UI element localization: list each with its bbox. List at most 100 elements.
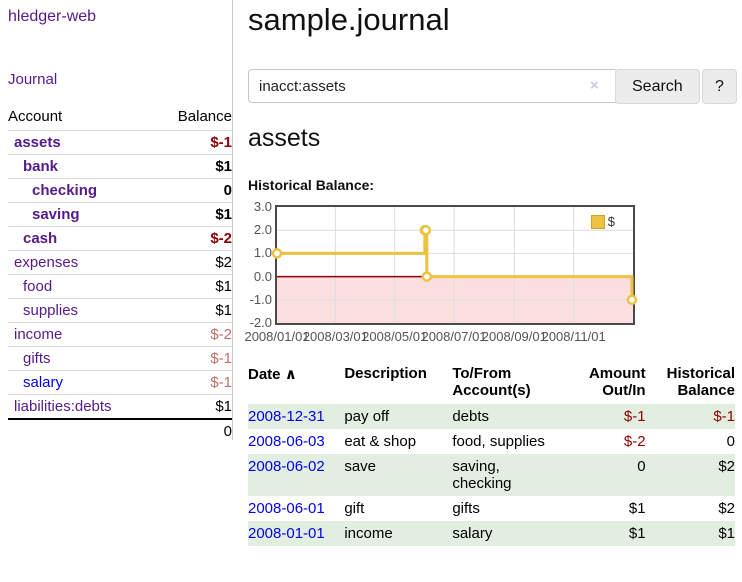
register-amount: $-1 <box>565 404 646 429</box>
x-axis-tick-label: 2008/03/01 <box>302 329 368 344</box>
account-balance: $-1 <box>155 130 232 155</box>
register-description: gift <box>344 500 365 517</box>
transaction-date-link[interactable]: 2008-01-01 <box>248 525 325 542</box>
account-row: gifts $-1 <box>8 346 232 371</box>
register-row: 2008-12-31 pay off debts $-1 $-1 <box>248 404 735 429</box>
register-balance: $2 <box>718 500 735 517</box>
account-page-title: assets <box>248 124 321 152</box>
account-link-assets[interactable]: assets <box>14 134 61 151</box>
account-link-income[interactable]: income <box>14 326 63 343</box>
account-balance: $1 <box>155 154 232 179</box>
x-axis-tick-label: 2008/11/01 <box>541 329 606 344</box>
account-name-cell: bank <box>8 154 156 179</box>
register-date-cell: 2008-06-02 <box>248 454 345 496</box>
accounts-total-value: 0 <box>155 418 232 443</box>
account-row: bank $1 <box>8 154 232 179</box>
account-name-cell: assets <box>8 130 156 155</box>
register-amount: $1 <box>565 521 646 546</box>
account-row: food $1 <box>8 274 232 299</box>
x-axis-tick-label: 2008/07/01 <box>421 329 487 344</box>
accounts-total-row: 0 <box>8 418 232 443</box>
register-balance: $-1 <box>645 404 735 429</box>
account-row: expenses $2 <box>8 250 232 275</box>
register-row: 2008-01-01 income salary $1 $1 <box>248 521 735 546</box>
account-name-cell: liabilities:debts <box>8 394 156 419</box>
register-description: eat & shop <box>344 433 417 450</box>
account-balance: $1 <box>155 298 232 323</box>
account-row: salary $-1 <box>8 370 232 395</box>
account-balance: $1 <box>155 394 232 419</box>
clear-search-icon[interactable]: × <box>590 77 599 94</box>
account-row: liabilities:debts $1 <box>8 394 232 419</box>
page-title: sample.journal <box>248 2 450 37</box>
account-link-cash[interactable]: cash <box>23 230 58 247</box>
transaction-date-link[interactable]: 2008-12-31 <box>248 408 325 425</box>
register-amount: $1 <box>628 500 646 517</box>
register-accounts: saving, checking <box>452 454 566 496</box>
register-balance: $1 <box>645 521 735 546</box>
register-description: pay off <box>344 404 453 429</box>
transaction-date-link[interactable]: 2008-06-03 <box>248 433 325 450</box>
account-link-salary[interactable]: salary <box>23 374 64 391</box>
account-link-expenses[interactable]: expenses <box>14 254 79 271</box>
account-balance: $-1 <box>155 346 232 371</box>
account-link-checking[interactable]: checking <box>32 182 98 199</box>
brand-link[interactable]: hledger-web <box>8 8 97 25</box>
y-axis-tick-label: 2.0 <box>253 222 272 238</box>
register-header-row: Date ∧ Description To/From Account(s) Am… <box>248 360 735 404</box>
y-axis-tick-label: 1.0 <box>253 245 272 261</box>
account-name-cell: gifts <box>8 346 156 371</box>
register-amount: $-2 <box>623 433 646 450</box>
y-axis-tick-label: 3.0 <box>253 199 272 214</box>
account-link-gifts[interactable]: gifts <box>23 350 51 367</box>
account-row: supplies $1 <box>8 298 232 323</box>
search-button[interactable]: Search <box>615 69 700 104</box>
account-name-cell: salary <box>8 370 156 395</box>
register-header-accounts: To/From Account(s) <box>452 365 531 399</box>
register-accounts: debts <box>452 404 566 429</box>
account-link-liabilities-debts[interactable]: liabilities:debts <box>14 398 112 415</box>
accounts-header-balance: Balance <box>177 108 232 125</box>
register-header-date[interactable]: Date ∧ <box>248 360 344 404</box>
register-row: 2008-06-03 eat & shop food, supplies $-2 0 <box>248 429 735 454</box>
account-name-cell: income <box>8 322 156 347</box>
sort-ascending-icon: ∧ <box>284 366 297 383</box>
chart-plot-area[interactable]: $ <box>271 205 638 325</box>
register-amount: 0 <box>565 454 646 496</box>
x-axis-tick-label: 2008/01/01 <box>244 329 310 344</box>
register-description: save <box>344 454 453 496</box>
account-name-cell: checking <box>8 178 156 203</box>
chart-legend: $ <box>590 214 615 229</box>
register-date-cell: 2008-06-01 <box>248 496 344 521</box>
transaction-date-link[interactable]: 2008-06-01 <box>248 500 325 517</box>
account-balance: $1 <box>155 202 232 227</box>
register-date-cell: 2008-01-01 <box>248 521 345 546</box>
accounts-table: Account Balance assets $-1 bank $1 checking 0… <box>8 104 232 443</box>
account-link-supplies[interactable]: supplies <box>23 302 79 319</box>
sidebar-divider <box>232 0 233 440</box>
register-balance: $2 <box>645 454 735 496</box>
chart-title: Historical Balance: <box>248 177 375 193</box>
account-balance: $-2 <box>155 322 232 347</box>
account-row: cash $-2 <box>8 226 232 251</box>
sidebar-item-journal[interactable]: Journal <box>8 71 58 88</box>
account-row: checking 0 <box>8 178 232 203</box>
account-link-bank[interactable]: bank <box>23 158 59 175</box>
accounts-total-spacer <box>8 418 156 443</box>
help-button[interactable]: ? <box>702 69 737 104</box>
account-name-cell: saving <box>8 202 156 227</box>
transaction-date-link[interactable]: 2008-06-02 <box>248 458 325 475</box>
register-date-cell: 2008-06-03 <box>248 429 344 454</box>
account-link-saving[interactable]: saving <box>32 206 80 223</box>
chart-canvas <box>271 207 638 323</box>
account-name-cell: cash <box>8 226 156 251</box>
search-input[interactable] <box>248 69 618 103</box>
account-balance: $-1 <box>155 370 232 395</box>
y-axis-tick-label: -1.0 <box>249 291 272 307</box>
account-name-cell: food <box>8 274 156 299</box>
legend-label: $ <box>607 214 615 229</box>
account-link-food[interactable]: food <box>23 278 53 295</box>
register-balance: 0 <box>726 433 735 450</box>
y-axis-tick-label: -2.0 <box>249 315 272 330</box>
register-header-description: Description <box>344 365 427 382</box>
